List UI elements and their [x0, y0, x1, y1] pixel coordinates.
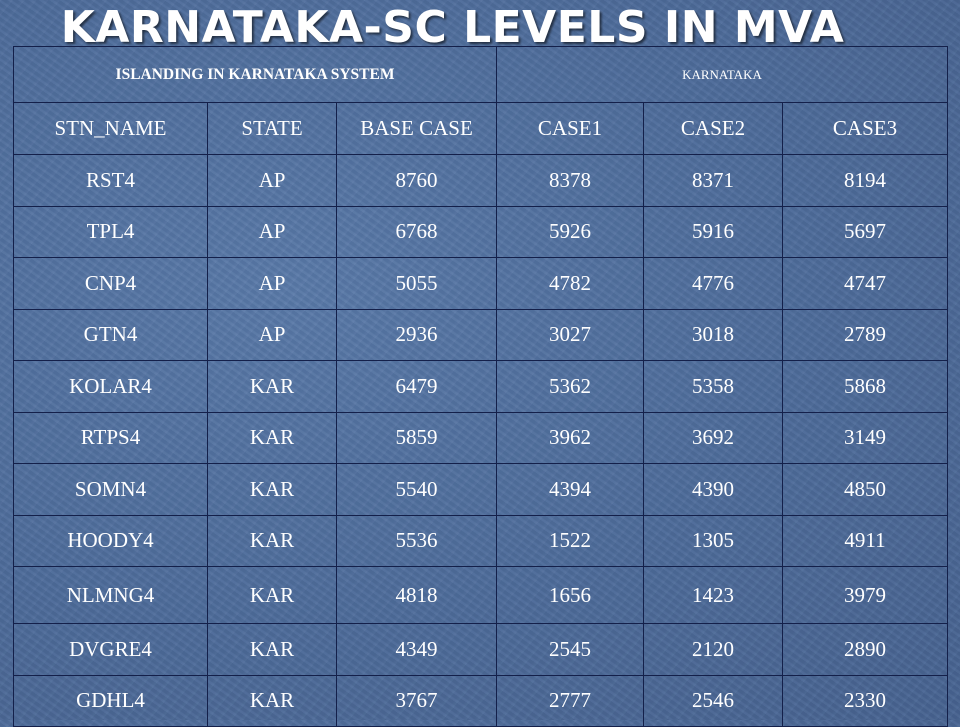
- cell-stn-name: DVGRE4: [13, 623, 208, 676]
- column-header-case1: CASE1: [496, 102, 645, 155]
- cell-case2: 5916: [643, 205, 784, 258]
- cell-case3: 3979: [782, 566, 949, 624]
- cell-case1: 4394: [496, 463, 645, 516]
- cell-case1: 1522: [496, 514, 645, 567]
- slide-title: KARNATAKA-SC LEVELS IN MVA: [60, 2, 845, 53]
- cell-stn-name: HOODY4: [13, 514, 208, 567]
- cell-case3: 4911: [782, 514, 949, 567]
- column-header-case2: CASE2: [643, 102, 784, 155]
- column-header-case3: CASE3: [782, 102, 949, 155]
- cell-case3: 2890: [782, 623, 949, 676]
- cell-stn-name: RTPS4: [13, 411, 208, 464]
- table-row: HOODY4 KAR 5536 1522 1305 4911: [13, 514, 949, 567]
- cell-case2: 4390: [643, 463, 784, 516]
- column-header-row: STN_NAME STATE BASE CASE CASE1 CASE2 CAS…: [13, 102, 949, 155]
- table-row: CNP4 AP 5055 4782 4776 4747: [13, 257, 949, 310]
- cell-state: KAR: [207, 411, 337, 464]
- cell-state: AP: [207, 154, 337, 207]
- cell-stn-name: GDHL4: [13, 674, 208, 727]
- cell-case3: 3149: [782, 411, 949, 464]
- cell-stn-name: RST4: [13, 154, 208, 207]
- cell-case1: 3027: [496, 308, 645, 361]
- cell-case1: 8378: [496, 154, 645, 207]
- cell-case2: 1423: [643, 566, 784, 624]
- cell-state: KAR: [207, 623, 337, 676]
- cell-case1: 1656: [496, 566, 645, 624]
- cell-state: KAR: [207, 674, 337, 727]
- table-row: RST4 AP 8760 8378 8371 8194: [13, 154, 949, 207]
- table-row: SOMN4 KAR 5540 4394 4390 4850: [13, 463, 949, 516]
- cell-case1: 2777: [496, 674, 645, 727]
- table-row: RTPS4 KAR 5859 3962 3692 3149: [13, 411, 949, 464]
- cell-stn-name: TPL4: [13, 205, 208, 258]
- sc-levels-table: ISLANDING IN KARNATAKA SYSTEM KARNATAKA …: [12, 46, 949, 727]
- cell-base-case: 8760: [335, 154, 498, 207]
- cell-state: KAR: [207, 463, 337, 516]
- cell-case2: 4776: [643, 257, 784, 310]
- cell-base-case: 5859: [335, 411, 498, 464]
- table-row: TPL4 AP 6768 5926 5916 5697: [13, 205, 949, 258]
- group-header-karnataka: KARNATAKA: [496, 46, 949, 103]
- cell-stn-name: NLMNG4: [13, 566, 208, 624]
- cell-base-case: 4349: [335, 623, 498, 676]
- cell-case3: 2789: [782, 308, 949, 361]
- table-row: KOLAR4 KAR 6479 5362 5358 5868: [13, 360, 949, 413]
- cell-case2: 2546: [643, 674, 784, 727]
- cell-base-case: 4818: [335, 566, 498, 624]
- cell-base-case: 2936: [335, 308, 498, 361]
- cell-case1: 5926: [496, 205, 645, 258]
- cell-state: AP: [207, 308, 337, 361]
- table-row: NLMNG4 KAR 4818 1656 1423 3979: [13, 566, 949, 624]
- cell-case1: 2545: [496, 623, 645, 676]
- cell-state: KAR: [207, 514, 337, 567]
- cell-base-case: 5536: [335, 514, 498, 567]
- table-row: GDHL4 KAR 3767 2777 2546 2330: [13, 674, 949, 727]
- cell-case3: 5697: [782, 205, 949, 258]
- cell-case2: 1305: [643, 514, 784, 567]
- cell-case2: 2120: [643, 623, 784, 676]
- column-header-stn-name: STN_NAME: [13, 102, 208, 155]
- group-header-islanding: ISLANDING IN KARNATAKA SYSTEM: [12, 46, 498, 103]
- cell-state: KAR: [207, 360, 337, 413]
- cell-case3: 8194: [782, 154, 949, 207]
- cell-stn-name: CNP4: [13, 257, 208, 310]
- cell-stn-name: SOMN4: [13, 463, 208, 516]
- cell-case2: 3018: [643, 308, 784, 361]
- cell-base-case: 6479: [335, 360, 498, 413]
- cell-stn-name: KOLAR4: [13, 360, 208, 413]
- cell-case3: 4850: [782, 463, 949, 516]
- cell-case2: 5358: [643, 360, 784, 413]
- cell-state: AP: [207, 257, 337, 310]
- cell-base-case: 5540: [335, 463, 498, 516]
- cell-case1: 4782: [496, 257, 645, 310]
- cell-base-case: 3767: [335, 674, 498, 727]
- cell-case3: 5868: [782, 360, 949, 413]
- cell-case2: 8371: [643, 154, 784, 207]
- column-header-state: STATE: [207, 102, 337, 155]
- cell-case3: 2330: [782, 674, 949, 727]
- cell-base-case: 6768: [335, 205, 498, 258]
- table-body: ISLANDING IN KARNATAKA SYSTEM KARNATAKA …: [12, 46, 949, 727]
- cell-case1: 5362: [496, 360, 645, 413]
- cell-state: KAR: [207, 566, 337, 624]
- table-row: GTN4 AP 2936 3027 3018 2789: [13, 308, 949, 361]
- cell-case1: 3962: [496, 411, 645, 464]
- group-header-row: ISLANDING IN KARNATAKA SYSTEM KARNATAKA: [12, 46, 949, 103]
- cell-base-case: 5055: [335, 257, 498, 310]
- column-header-base-case: BASE CASE: [335, 102, 498, 155]
- cell-case3: 4747: [782, 257, 949, 310]
- cell-state: AP: [207, 205, 337, 258]
- table-row: DVGRE4 KAR 4349 2545 2120 2890: [13, 623, 949, 676]
- cell-case2: 3692: [643, 411, 784, 464]
- cell-stn-name: GTN4: [13, 308, 208, 361]
